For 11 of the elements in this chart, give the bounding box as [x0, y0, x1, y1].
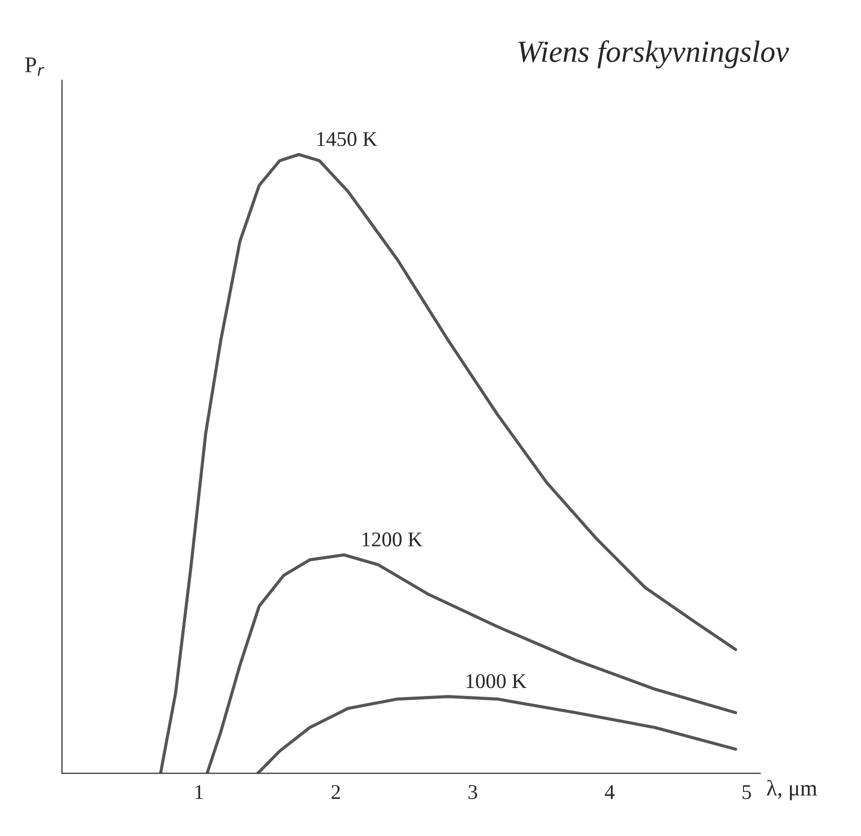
x-tick-label: 3 — [468, 785, 478, 800]
x-tick-label: 5 — [742, 785, 751, 800]
series-label: 1450 K — [317, 132, 378, 146]
x-tick-label: 2 — [332, 785, 340, 799]
series-label: 1200 K — [362, 532, 422, 546]
x-axis-title: λ, μm — [766, 780, 818, 800]
y-axis-title: P$_{r}$ — [25, 58, 44, 76]
series-label: 1000 K — [466, 674, 526, 688]
x-tick-label: 1 — [196, 785, 203, 799]
text: Wiens forskyvningslov — [518, 40, 790, 68]
x-tick-label: 4 — [604, 785, 615, 799]
